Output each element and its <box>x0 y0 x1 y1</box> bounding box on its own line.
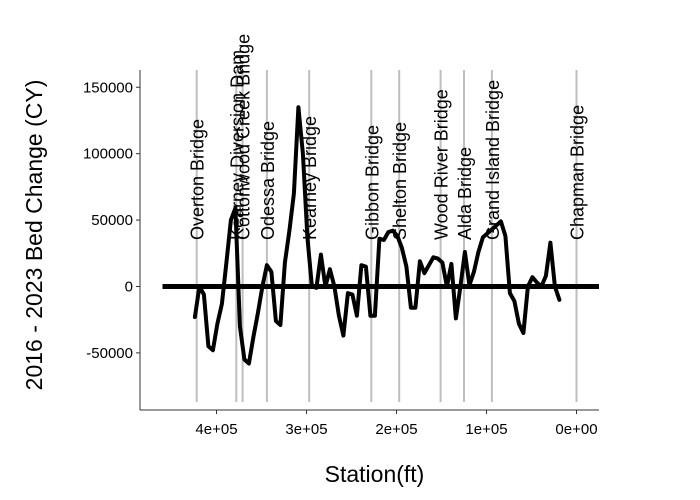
bridge-label: Shelton Bridge <box>390 122 410 240</box>
y-tick-label: 50000 <box>91 212 133 229</box>
x-tick-label: 2e+05 <box>375 421 417 438</box>
y-tick-label: -50000 <box>86 345 133 362</box>
bed-change-line <box>192 105 562 366</box>
bridge-label: Grand Island Bridge <box>483 80 503 240</box>
bridge-label: Odessa Bridge <box>258 121 278 240</box>
x-tick-label: 1e+05 <box>465 421 507 438</box>
x-axis-ticks: 4e+05 3e+05 2e+05 1e+05 0e+00 <box>195 410 598 438</box>
x-axis-title: Station(ft) <box>325 461 425 487</box>
y-axis-ticks: 150000 100000 50000 0 -50000 <box>83 79 140 362</box>
bridge-label: Alda Bridge <box>455 147 475 240</box>
y-axis-title: 2016 - 2023 Bed Change (CY) <box>21 80 47 391</box>
bridge-label: Wood River Bridge <box>432 89 452 240</box>
bridge-label: Overton Bridge <box>188 119 208 240</box>
x-tick-label: 0e+00 <box>555 421 597 438</box>
y-tick-label: 100000 <box>83 146 133 163</box>
bridge-label: Gibbon Bridge <box>362 125 382 240</box>
bridge-labels: Overton Bridge Kearney Diversion DamCotto… <box>188 34 588 240</box>
y-tick-label: 150000 <box>83 79 133 96</box>
y-tick-label: 0 <box>125 278 133 295</box>
bridge-label: Kearney Diversion Dam <box>227 50 247 240</box>
x-tick-label: 3e+05 <box>285 421 327 438</box>
x-tick-label: 4e+05 <box>195 421 237 438</box>
bridge-label: Cottonwood Creek Bridge <box>234 34 254 240</box>
bridge-label: Chapman Bridge <box>568 105 588 240</box>
